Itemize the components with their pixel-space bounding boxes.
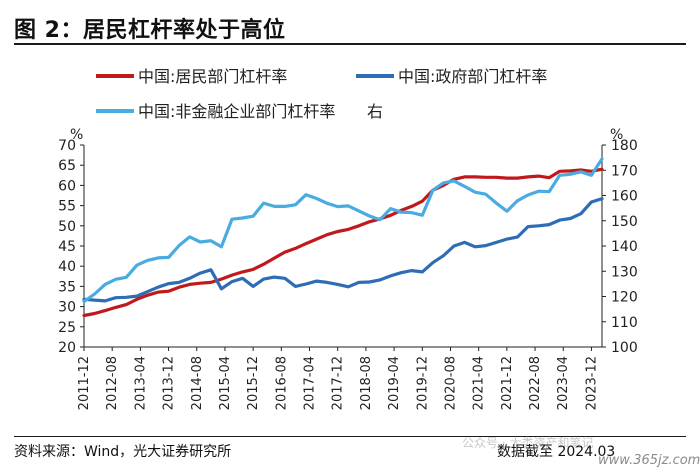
- left-tick-label: 35: [58, 279, 76, 295]
- x-tick-label: 2019-12: [415, 356, 430, 410]
- wechat-watermark: 公众号 · 大类资产和笔记: [462, 436, 594, 450]
- x-tick-label: 2011-12: [77, 356, 92, 410]
- series-line-3: [82, 157, 604, 304]
- title-divider: [14, 43, 686, 45]
- right-tick-label: 100: [611, 340, 638, 356]
- x-tick-label: 2015-12: [246, 356, 261, 410]
- x-tick-label: 2014-08: [190, 356, 205, 410]
- legend-label-3: 中国:非金融企业部门杠杆率: [138, 102, 335, 121]
- right-tick-label: 140: [611, 239, 638, 255]
- legend-label-1: 中国:居民部门杠杆率: [138, 67, 287, 86]
- data-cutoff-note: 数据截至 2024.03: [497, 444, 616, 460]
- right-tick-label: 130: [611, 264, 638, 280]
- chart-series: [82, 157, 604, 318]
- chart-axes: 20 25 30 35 40 45 50 55 60 65 70 100 110 120 130 140 150…: [58, 127, 638, 410]
- x-tick-label: 2021-04: [472, 356, 487, 410]
- left-tick-label: 55: [58, 199, 76, 215]
- left-tick-label: 60: [58, 178, 76, 194]
- left-tick-label: 25: [58, 320, 76, 336]
- x-tick-label: 2013-04: [133, 356, 148, 410]
- series-line-1: [82, 167, 604, 318]
- x-tick-label: 2023-04: [556, 356, 571, 410]
- right-tick-label: 180: [611, 138, 638, 154]
- right-tick-label: 160: [611, 189, 638, 205]
- x-tick-label: 2017-04: [303, 356, 318, 410]
- left-axis-unit: %: [70, 127, 83, 143]
- left-tick-label: 30: [58, 300, 76, 316]
- right-tick-label: 170: [611, 163, 638, 179]
- legend-right-axis-tag: 右: [367, 102, 383, 121]
- x-tick-label: 2021-12: [500, 356, 515, 410]
- left-tick-label: 40: [58, 259, 76, 275]
- left-tick-label: 50: [58, 219, 76, 235]
- x-tick-label: 2016-08: [274, 356, 289, 410]
- x-tick-label: 2019-04: [387, 356, 402, 410]
- x-tick-label: 2013-12: [162, 356, 177, 410]
- x-tick-label: 2015-04: [218, 356, 233, 410]
- x-tick-label: 2023-12: [584, 356, 599, 410]
- footer-divider: [14, 436, 686, 437]
- right-tick-label: 110: [611, 315, 638, 331]
- source-note: 资料来源：Wind，光大证券研究所: [14, 444, 232, 460]
- series-line-2: [82, 197, 604, 303]
- x-tick-label: 2018-08: [359, 356, 374, 410]
- right-tick-label: 120: [611, 290, 638, 306]
- website-watermark: www.365jz.com: [598, 453, 700, 468]
- figure-title: 图 2：居民杠杆率处于高位: [14, 18, 286, 43]
- x-tick-label: 2012-08: [105, 356, 120, 410]
- left-tick-label: 65: [58, 158, 76, 174]
- right-axis-unit: %: [610, 127, 623, 143]
- x-tick-label: 2022-08: [528, 356, 543, 410]
- x-tick-label: 2020-08: [443, 356, 458, 410]
- right-tick-label: 150: [611, 214, 638, 230]
- left-tick-label: 70: [58, 138, 76, 154]
- x-tick-label: 2017-12: [331, 356, 346, 410]
- left-tick-label: 45: [58, 239, 76, 255]
- legend-label-2: 中国:政府部门杠杆率: [398, 67, 547, 86]
- left-tick-label: 20: [58, 340, 76, 356]
